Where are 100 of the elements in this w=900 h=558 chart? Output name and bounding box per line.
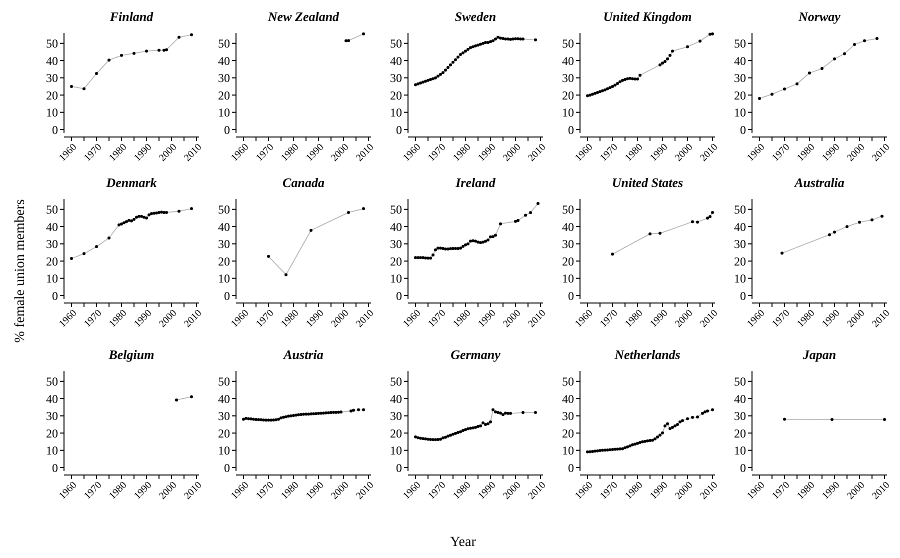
point	[414, 435, 417, 438]
point	[631, 443, 634, 446]
point	[658, 63, 662, 66]
point	[340, 410, 342, 414]
y-tick-label: 0	[396, 122, 402, 137]
x-tick-label: 1980	[107, 308, 130, 330]
point	[711, 408, 714, 412]
point	[658, 232, 662, 235]
point	[272, 418, 275, 422]
point	[608, 86, 612, 90]
chart-title: Sweden	[454, 9, 496, 24]
point	[155, 211, 158, 214]
point	[469, 240, 472, 243]
point	[594, 450, 596, 453]
y-tick-label: 40	[390, 54, 402, 68]
point	[307, 412, 310, 416]
y-tick-label: 10	[46, 272, 58, 286]
chart-title: Japan	[802, 347, 836, 362]
point	[506, 412, 510, 415]
y-tick-label: 40	[562, 220, 574, 234]
y-tick-label: 0	[52, 122, 58, 137]
y-tick-label: 0	[52, 288, 58, 303]
point	[357, 408, 360, 412]
point	[484, 40, 487, 44]
point	[362, 408, 365, 412]
point	[125, 220, 128, 224]
point	[145, 50, 148, 53]
point	[606, 87, 609, 90]
chart-title: Canada	[282, 175, 325, 190]
point	[432, 254, 434, 257]
point	[70, 84, 73, 88]
point	[95, 245, 98, 248]
point	[853, 43, 856, 46]
y-tick-label: 20	[218, 426, 230, 440]
point	[429, 256, 432, 260]
x-tick-label: 1970	[770, 480, 792, 502]
point	[424, 256, 427, 260]
x-tick-label: 1990	[648, 142, 670, 164]
point	[529, 211, 532, 214]
x-tick-label: 1960	[401, 142, 424, 164]
x-tick-label: 1990	[820, 142, 842, 164]
point	[634, 78, 636, 81]
point	[456, 246, 460, 250]
point	[522, 38, 524, 41]
point	[516, 219, 520, 222]
point	[474, 44, 477, 48]
y-tick-label: 30	[46, 409, 58, 424]
point	[432, 77, 434, 80]
point	[362, 207, 365, 210]
point	[317, 412, 320, 415]
y-tick-label: 20	[734, 88, 746, 102]
point	[165, 210, 168, 214]
x-tick-label: 1960	[573, 308, 596, 330]
point	[618, 80, 622, 84]
chart-title: Austria	[282, 347, 324, 362]
y-tick-label: 40	[218, 392, 230, 406]
x-tick-label: 1960	[401, 308, 424, 330]
point	[698, 40, 702, 43]
point	[416, 82, 420, 86]
point	[668, 54, 672, 57]
y-tick-label: 50	[390, 374, 402, 389]
point	[347, 210, 350, 214]
point	[118, 223, 120, 226]
point	[482, 42, 484, 45]
point	[492, 39, 494, 42]
x-tick-label: 1980	[279, 480, 302, 502]
x-tick-label: 1980	[623, 480, 646, 502]
y-tick-label: 10	[46, 106, 58, 120]
point	[419, 256, 422, 260]
point	[479, 42, 482, 46]
point	[456, 431, 460, 434]
y-tick-label: 0	[224, 122, 230, 137]
point	[310, 228, 312, 232]
point	[426, 78, 430, 82]
point	[332, 410, 335, 414]
y-tick-label: 0	[568, 460, 574, 475]
y-tick-label: 30	[562, 237, 574, 252]
point	[668, 427, 672, 430]
point	[446, 66, 450, 69]
x-tick-label: 1970	[254, 142, 276, 164]
point	[618, 447, 622, 450]
point	[636, 442, 639, 445]
point	[476, 240, 480, 244]
y-tick-label: 50	[734, 36, 746, 51]
point	[598, 90, 602, 94]
point	[304, 412, 308, 416]
y-tick-label: 50	[46, 202, 58, 217]
point	[70, 256, 73, 260]
x-tick-label: 1970	[598, 308, 620, 330]
point	[464, 243, 467, 246]
y-tick-label: 10	[562, 106, 574, 120]
y-tick-label: 40	[562, 54, 574, 68]
y-tick-label: 30	[390, 237, 402, 252]
y-tick-label: 50	[562, 374, 574, 389]
point	[676, 422, 679, 426]
point	[489, 420, 492, 424]
y-tick-label: 10	[218, 272, 230, 286]
point	[706, 216, 709, 220]
x-tick-label: 1970	[82, 480, 104, 502]
y-tick-label: 20	[562, 88, 574, 102]
